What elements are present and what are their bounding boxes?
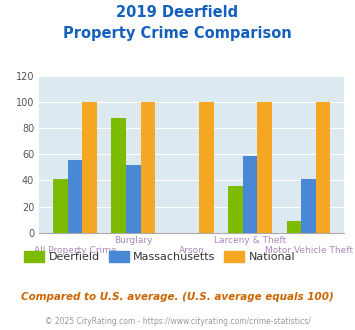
Text: Motor Vehicle Theft: Motor Vehicle Theft (264, 246, 353, 255)
Bar (111, 118, 126, 233)
Bar (126, 165, 141, 233)
Bar (82, 102, 97, 233)
Text: Property Crime Comparison: Property Crime Comparison (63, 26, 292, 41)
Text: © 2025 CityRating.com - https://www.cityrating.com/crime-statistics/: © 2025 CityRating.com - https://www.city… (45, 317, 310, 326)
Bar (199, 102, 214, 233)
Bar (301, 179, 316, 233)
Text: Compared to U.S. average. (U.S. average equals 100): Compared to U.S. average. (U.S. average … (21, 292, 334, 302)
Bar (257, 102, 272, 233)
Bar (286, 221, 301, 233)
Bar (316, 102, 331, 233)
Text: Burglary: Burglary (114, 236, 153, 245)
Text: All Property Crime: All Property Crime (34, 246, 116, 255)
Text: 2019 Deerfield: 2019 Deerfield (116, 5, 239, 20)
Bar (53, 179, 67, 233)
Bar (228, 185, 243, 233)
Bar (243, 155, 257, 233)
Text: Larceny & Theft: Larceny & Theft (214, 236, 286, 245)
Bar (67, 159, 82, 233)
Bar (141, 102, 155, 233)
Legend: Deerfield, Massachusetts, National: Deerfield, Massachusetts, National (20, 247, 300, 267)
Text: Arson: Arson (179, 246, 204, 255)
